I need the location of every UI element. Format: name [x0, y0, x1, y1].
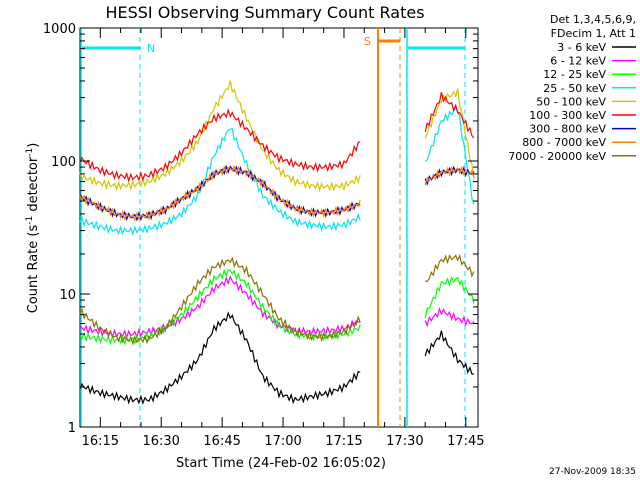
legend-header-line-2: FDecim 1, Att 1: [551, 27, 636, 40]
legend-entry-label: 12 - 25 keV: [543, 68, 606, 81]
plot-border: [79, 27, 479, 428]
legend-entry-label: 25 - 50 keV: [543, 82, 606, 95]
legend-entry-label: 800 - 7000 keV: [522, 136, 606, 149]
series-line: [79, 268, 475, 346]
legend-entry-label: 3 - 6 keV: [557, 41, 606, 54]
y-axis-label: Count Rate (s-1 detector-1): [25, 143, 41, 314]
y-axis-label-exp-2: -1: [25, 148, 35, 157]
y-axis-label-exp: -1: [25, 216, 35, 225]
series-line: [79, 106, 475, 237]
legend-entry-label: 300 - 800 keV: [529, 123, 606, 136]
y-axis-label-close: ): [26, 143, 41, 148]
saa-bar-label: S: [364, 35, 371, 48]
legend-entry-label: 6 - 12 keV: [550, 55, 606, 68]
legend-entry-label: 100 - 300 keV: [529, 109, 606, 122]
series-line: [79, 311, 474, 405]
chart-title: HESSI Observing Summary Count Rates: [105, 3, 424, 22]
y-tick-label: 1000: [43, 22, 76, 37]
x-tick-label: 16:45: [203, 434, 240, 449]
x-tick-label: 16:15: [82, 434, 119, 449]
y-tick-label: 100: [51, 155, 76, 170]
footer-timestamp: 27-Nov-2009 18:35: [549, 467, 636, 477]
y-tick-label: 10: [59, 288, 76, 303]
series-line: [79, 92, 475, 183]
series-line: [79, 275, 475, 340]
x-tick-label: 17:45: [447, 434, 484, 449]
y-tick-label: 1: [68, 421, 76, 436]
x-tick-label: 17:30: [386, 434, 423, 449]
x-tick-label: 16:30: [142, 434, 179, 449]
y-axis-ticks: 1 10 100 1000: [43, 22, 478, 436]
x-axis-ticks: 16:15 16:30 16:45 17:00 17:15 17:30 17:45: [82, 28, 485, 449]
legend-entry-label: 50 - 100 keV: [536, 95, 606, 108]
x-tick-label: 17:00: [264, 434, 301, 449]
series-line: [79, 253, 475, 346]
series-line: [79, 80, 475, 192]
series-lines: [79, 80, 475, 405]
legend-entry-label: 7000 - 20000 keV: [508, 150, 606, 163]
y-axis-label-prefix: Count Rate (s: [26, 225, 41, 314]
legend-header-line-1: Det 1,3,4,5,6,9,: [550, 13, 636, 26]
night-bar-label: N: [147, 42, 155, 55]
x-axis-label: Start Time (24-Feb-02 16:05:02): [176, 456, 386, 471]
y-axis-label-suffix: detector: [26, 156, 41, 216]
legend: Det 1,3,4,5,6,9, FDecim 1, Att 1 3 - 6 k…: [508, 13, 636, 163]
series-line: [79, 164, 475, 222]
plot-frame: [79, 27, 479, 428]
x-tick-label: 17:15: [325, 434, 362, 449]
observing-overlays: NS: [80, 28, 466, 427]
series-line: [79, 164, 475, 223]
